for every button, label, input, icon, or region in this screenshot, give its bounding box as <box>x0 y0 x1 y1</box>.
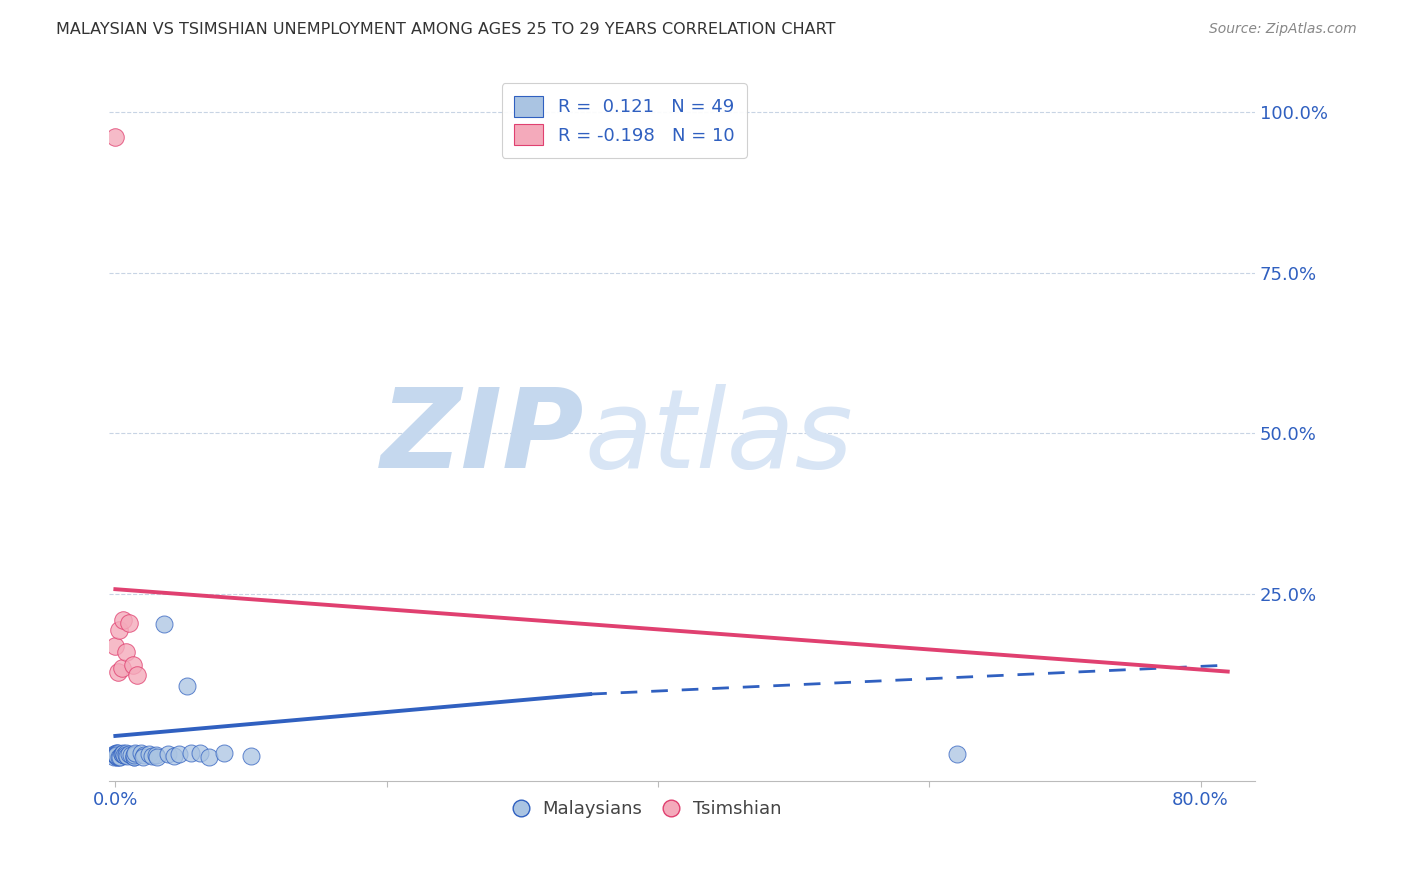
Point <box>107 748 129 763</box>
Point <box>105 747 128 762</box>
Point <box>138 747 160 761</box>
Point <box>107 746 129 760</box>
Point <box>118 616 141 631</box>
Point <box>134 747 156 762</box>
Point <box>162 749 184 764</box>
Point <box>145 748 167 763</box>
Point <box>104 748 127 763</box>
Point <box>122 749 145 764</box>
Point <box>153 617 176 632</box>
Point <box>105 750 128 764</box>
Point <box>104 130 127 145</box>
Point <box>946 747 969 761</box>
Point <box>108 750 131 764</box>
Point <box>118 747 141 761</box>
Point <box>176 679 198 693</box>
Point <box>122 749 145 764</box>
Point <box>188 746 211 760</box>
Point <box>115 645 138 659</box>
Point <box>112 746 135 760</box>
Text: MALAYSIAN VS TSIMSHIAN UNEMPLOYMENT AMONG AGES 25 TO 29 YEARS CORRELATION CHART: MALAYSIAN VS TSIMSHIAN UNEMPLOYMENT AMON… <box>56 22 835 37</box>
Point <box>141 748 163 763</box>
Point <box>146 749 169 764</box>
Point <box>104 639 127 653</box>
Point <box>104 748 127 763</box>
Point <box>112 747 135 762</box>
Point <box>180 747 202 761</box>
Point <box>239 749 262 764</box>
Point <box>105 750 128 764</box>
Point <box>105 747 128 761</box>
Point <box>129 746 152 760</box>
Point <box>112 747 135 762</box>
Point <box>111 747 134 762</box>
Point <box>111 661 134 675</box>
Point <box>103 750 125 764</box>
Point <box>104 746 127 760</box>
Point <box>125 667 148 681</box>
Point <box>167 747 190 761</box>
Point <box>132 749 155 764</box>
Point <box>122 658 145 673</box>
Point <box>112 613 135 627</box>
Point <box>156 747 179 762</box>
Point <box>212 746 235 760</box>
Point <box>107 665 129 679</box>
Point <box>107 748 129 763</box>
Point <box>105 749 128 764</box>
Point <box>104 747 127 762</box>
Point <box>107 749 129 764</box>
Point <box>124 747 146 761</box>
Legend: Malaysians, Tsimshian: Malaysians, Tsimshian <box>506 793 789 825</box>
Point <box>108 623 131 637</box>
Point <box>115 749 138 764</box>
Text: ZIP: ZIP <box>381 384 585 491</box>
Point <box>124 748 146 763</box>
Point <box>124 746 146 760</box>
Point <box>115 748 138 763</box>
Text: atlas: atlas <box>585 384 853 491</box>
Point <box>111 747 134 761</box>
Text: Source: ZipAtlas.com: Source: ZipAtlas.com <box>1209 22 1357 37</box>
Point <box>120 748 142 763</box>
Point <box>198 750 221 764</box>
Point <box>103 747 125 761</box>
Point <box>114 746 136 760</box>
